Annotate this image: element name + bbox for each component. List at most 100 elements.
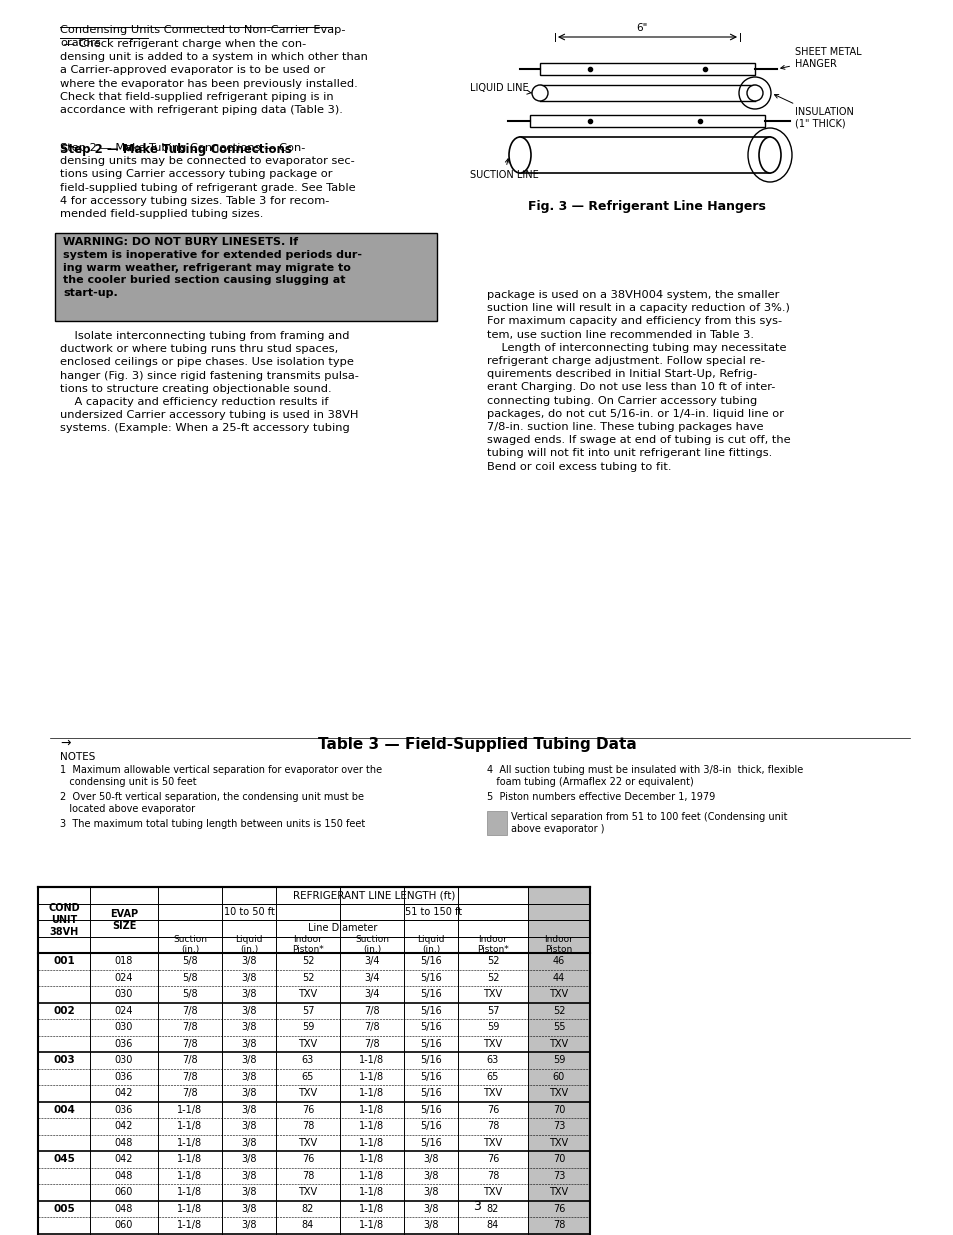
Text: 84: 84 — [301, 1220, 314, 1230]
Text: 3/4: 3/4 — [364, 973, 379, 983]
Text: — Check refrigerant charge when the con-
densing unit is added to a system in wh: — Check refrigerant charge when the con-… — [60, 40, 368, 115]
Text: 3/4: 3/4 — [364, 956, 379, 966]
Text: 5/16: 5/16 — [419, 1121, 441, 1131]
Text: 004: 004 — [53, 1105, 75, 1115]
Text: 1  Maximum allowable vertical separation for evaporator over the
   condensing u: 1 Maximum allowable vertical separation … — [60, 764, 382, 788]
Text: TXV: TXV — [483, 989, 502, 999]
Text: 52: 52 — [301, 956, 314, 966]
Text: 51 to 150 ft: 51 to 150 ft — [405, 906, 462, 916]
Text: 1-1/8: 1-1/8 — [177, 1187, 202, 1197]
Text: TXV: TXV — [298, 1088, 317, 1098]
Text: 55: 55 — [552, 1023, 565, 1032]
Text: 78: 78 — [301, 1171, 314, 1181]
Text: 030: 030 — [114, 1023, 133, 1032]
Text: 3/8: 3/8 — [241, 1155, 256, 1165]
Text: 3/8: 3/8 — [241, 1187, 256, 1197]
Text: 60: 60 — [553, 1072, 564, 1082]
Text: 7/8: 7/8 — [364, 1039, 379, 1049]
Ellipse shape — [532, 85, 547, 101]
Text: SUCTION LINE: SUCTION LINE — [470, 159, 538, 180]
Text: 5/8: 5/8 — [182, 973, 197, 983]
Text: 5/16: 5/16 — [419, 1005, 441, 1015]
Text: 030: 030 — [114, 989, 133, 999]
Text: 78: 78 — [301, 1121, 314, 1131]
Text: 036: 036 — [114, 1039, 133, 1049]
Text: WARNING: DO NOT BURY LINESETS. If
system is inoperative for extended periods dur: WARNING: DO NOT BURY LINESETS. If system… — [63, 237, 361, 298]
Bar — [55, 233, 436, 321]
Text: TXV: TXV — [549, 1187, 568, 1197]
Text: 1-1/8: 1-1/8 — [359, 1072, 384, 1082]
Text: 3/8: 3/8 — [241, 989, 256, 999]
Text: 65: 65 — [301, 1072, 314, 1082]
Text: 3/8: 3/8 — [241, 1204, 256, 1214]
Text: 005: 005 — [53, 1204, 74, 1214]
Text: 042: 042 — [114, 1121, 133, 1131]
Text: 1-1/8: 1-1/8 — [177, 1155, 202, 1165]
Text: TXV: TXV — [298, 989, 317, 999]
Text: 7/8: 7/8 — [182, 1039, 197, 1049]
Text: 3  The maximum total tubing length between units is 150 feet: 3 The maximum total tubing length betwee… — [60, 819, 365, 829]
Text: 7/8: 7/8 — [182, 1005, 197, 1015]
Text: 3/8: 3/8 — [241, 1039, 256, 1049]
Text: TXV: TXV — [549, 1039, 568, 1049]
Text: 1-1/8: 1-1/8 — [359, 1055, 384, 1066]
Text: 3/8: 3/8 — [241, 973, 256, 983]
Text: TXV: TXV — [483, 1187, 502, 1197]
Text: Table 3 — Field-Supplied Tubing Data: Table 3 — Field-Supplied Tubing Data — [317, 737, 636, 752]
Text: Condensing Units Connected to Non-Carrier Evap-
orators: Condensing Units Connected to Non-Carrie… — [60, 25, 345, 48]
Text: 52: 52 — [486, 956, 498, 966]
Text: 82: 82 — [486, 1204, 498, 1214]
Text: 59: 59 — [301, 1023, 314, 1032]
Text: 78: 78 — [552, 1220, 564, 1230]
Text: NOTES: NOTES — [60, 752, 95, 762]
Text: 7/8: 7/8 — [364, 1005, 379, 1015]
Text: 1-1/8: 1-1/8 — [359, 1137, 384, 1147]
Text: 3/8: 3/8 — [423, 1187, 438, 1197]
Text: 1-1/8: 1-1/8 — [359, 1121, 384, 1131]
Text: 5/16: 5/16 — [419, 1072, 441, 1082]
Bar — [539, 63, 754, 75]
Text: COND
UNIT
38VH: COND UNIT 38VH — [49, 903, 80, 937]
Text: 3/8: 3/8 — [241, 1005, 256, 1015]
Text: 6": 6" — [636, 23, 647, 33]
Text: 036: 036 — [114, 1072, 133, 1082]
Text: LIQUID LINE: LIQUID LINE — [470, 83, 531, 94]
Text: 001: 001 — [53, 956, 74, 966]
Text: Suction
(in.): Suction (in.) — [172, 935, 207, 955]
Text: 5/16: 5/16 — [419, 989, 441, 999]
Text: 060: 060 — [114, 1187, 133, 1197]
Text: TXV: TXV — [298, 1137, 317, 1147]
Text: 024: 024 — [114, 1005, 133, 1015]
Text: 1-1/8: 1-1/8 — [359, 1204, 384, 1214]
Text: 048: 048 — [114, 1171, 133, 1181]
Text: 59: 59 — [486, 1023, 498, 1032]
Text: 045: 045 — [53, 1155, 75, 1165]
Text: 73: 73 — [552, 1121, 564, 1131]
Text: 1-1/8: 1-1/8 — [177, 1121, 202, 1131]
Text: 030: 030 — [114, 1055, 133, 1066]
Text: 3/8: 3/8 — [423, 1171, 438, 1181]
Text: Isolate interconnecting tubing from framing and
ductwork or where tubing runs th: Isolate interconnecting tubing from fram… — [60, 331, 358, 433]
Text: 060: 060 — [114, 1220, 133, 1230]
Text: 76: 76 — [301, 1155, 314, 1165]
Text: 3/8: 3/8 — [241, 1105, 256, 1115]
Text: TXV: TXV — [483, 1039, 502, 1049]
Text: 3/8: 3/8 — [241, 1055, 256, 1066]
Text: 7/8: 7/8 — [364, 1023, 379, 1032]
Text: 52: 52 — [486, 973, 498, 983]
Text: REFRIGERANT LINE LENGTH (ft): REFRIGERANT LINE LENGTH (ft) — [293, 890, 455, 900]
Text: package is used on a 38VH004 system, the smaller
suction line will result in a c: package is used on a 38VH004 system, the… — [486, 290, 790, 472]
Text: 1-1/8: 1-1/8 — [177, 1171, 202, 1181]
Text: 63: 63 — [486, 1055, 498, 1066]
Text: SHEET METAL
HANGER: SHEET METAL HANGER — [780, 47, 861, 69]
Text: 3/8: 3/8 — [423, 1204, 438, 1214]
Text: Step 2 — Make Tubing Connections: Step 2 — Make Tubing Connections — [60, 143, 292, 156]
Text: TXV: TXV — [549, 989, 568, 999]
Text: 76: 76 — [552, 1204, 564, 1214]
Text: 57: 57 — [486, 1005, 498, 1015]
Text: 59: 59 — [552, 1055, 564, 1066]
Text: 70: 70 — [552, 1155, 564, 1165]
Text: 52: 52 — [552, 1005, 565, 1015]
Text: 3/8: 3/8 — [423, 1155, 438, 1165]
Text: 7/8: 7/8 — [182, 1055, 197, 1066]
